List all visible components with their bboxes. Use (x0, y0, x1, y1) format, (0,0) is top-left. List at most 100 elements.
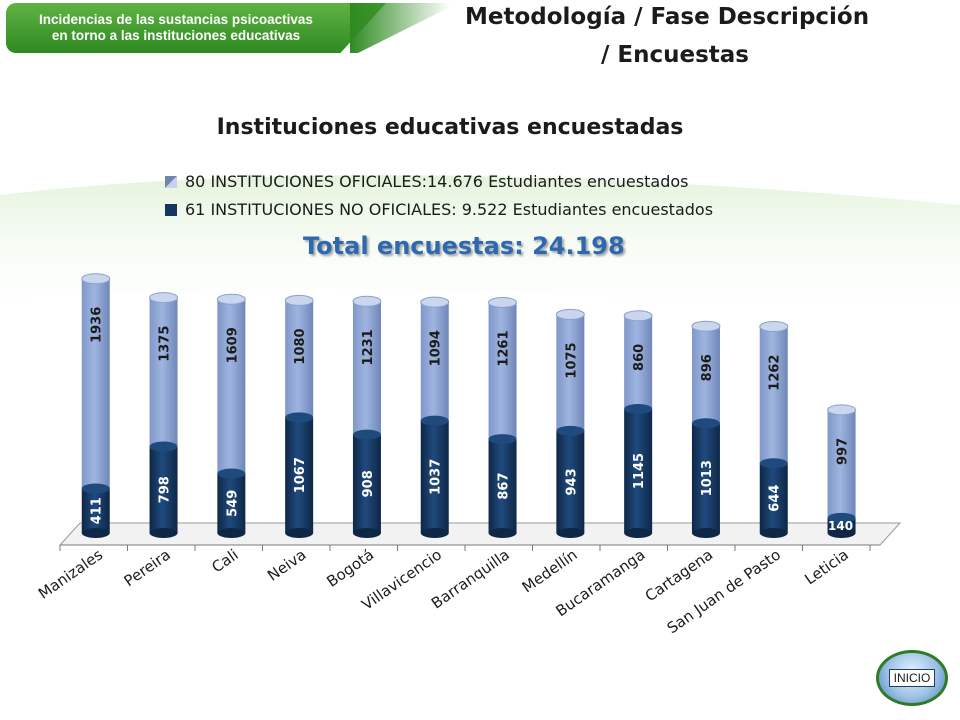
x-tick-label: Leticia (801, 546, 851, 589)
bar-base-cap (352, 528, 381, 538)
bar-no-oficiales (488, 439, 517, 533)
bar-top-cap (759, 321, 789, 333)
bar-top-cap (352, 295, 382, 307)
data-label-oficiales: 1231 (361, 329, 376, 365)
bar-no-oficiales (624, 408, 653, 533)
inicio-label: INICIO (888, 669, 936, 687)
bar-segment-join (81, 483, 110, 494)
bar-oficiales (488, 302, 517, 440)
bar-top-cap (81, 273, 111, 285)
bar-oficiales (352, 301, 381, 435)
bar-base-cap (149, 528, 178, 538)
x-tick-label: Pereira (121, 546, 174, 591)
data-label-oficiales: 997 (836, 438, 851, 465)
bar-segment-join (217, 468, 246, 479)
bar-oficiales (420, 302, 449, 421)
bar-segment-join (488, 434, 517, 445)
data-label-no-oficiales: 867 (497, 472, 512, 499)
bar-base-cap (217, 528, 246, 538)
data-label-no-oficiales: 1013 (700, 460, 715, 496)
bar-top-cap (420, 296, 450, 308)
bar-base-cap (624, 528, 653, 538)
data-label-no-oficiales: 1067 (293, 457, 308, 493)
x-tick-label: Bogotá (323, 546, 377, 591)
bar-base-cap (285, 528, 314, 538)
bar-segment-join (691, 418, 720, 429)
bar-segment-join (352, 429, 381, 440)
bar-segment-join (624, 403, 653, 414)
data-label-no-oficiales: 411 (90, 497, 105, 524)
data-label-oficiales: 896 (700, 354, 715, 381)
bar-oficiales (285, 300, 314, 418)
inicio-button[interactable]: INICIO (876, 650, 948, 706)
legend-label-oficiales: 80 INSTITUCIONES OFICIALES:14.676 Estudi… (185, 172, 689, 191)
badge-line-1: Incidencias de las sustancias psicoactiv… (39, 12, 313, 27)
data-label-oficiales: 1936 (90, 307, 105, 343)
page-title-line-2: / Encuestas (601, 42, 749, 68)
data-label-no-oficiales: 908 (361, 470, 376, 497)
bar-oficiales (759, 326, 788, 464)
total-surveys: Total encuestas: 24.198 (303, 232, 625, 260)
data-label-oficiales: 1262 (768, 355, 783, 391)
bar-no-oficiales (352, 434, 381, 533)
bar-segment-join (759, 458, 788, 469)
data-label-no-oficiales: 943 (564, 468, 579, 495)
bar-top-cap (827, 404, 857, 416)
data-label-oficiales: 1075 (564, 342, 579, 378)
bar-segment-join (420, 415, 449, 426)
legend-label-no-oficiales: 61 INSTITUCIONES NO OFICIALES: 9.522 Est… (185, 200, 714, 219)
bar-oficiales (217, 299, 246, 474)
bar-oficiales (624, 315, 653, 409)
legend-swatch-oficiales (165, 176, 177, 188)
bar-top-cap (284, 294, 314, 306)
topic-badge: Incidencias de las sustancias psicoactiv… (6, 3, 386, 53)
data-label-oficiales: 1375 (158, 326, 173, 362)
bar-top-cap (149, 292, 179, 304)
bar-oficiales (149, 297, 178, 447)
data-label-no-oficiales: 798 (158, 476, 173, 503)
bar-no-oficiales (420, 420, 449, 533)
bar-base-cap (691, 528, 720, 538)
data-label-no-oficiales: 1145 (632, 453, 647, 489)
bar-segment-join (827, 512, 856, 523)
bar-top-cap (488, 296, 518, 308)
bar-no-oficiales (81, 488, 110, 533)
bar-base-cap (759, 528, 788, 538)
data-label-oficiales: 1609 (225, 327, 240, 363)
bar-base-cap (488, 528, 517, 538)
legend-item-oficiales: 80 INSTITUCIONES OFICIALES:14.676 Estudi… (165, 172, 688, 191)
x-tick-label: Cali (208, 546, 241, 577)
x-tick-label: Neiva (264, 546, 309, 585)
bar-oficiales (691, 326, 720, 424)
bar-oficiales (81, 278, 110, 489)
bar-base-cap (420, 528, 449, 538)
bar-oficiales (827, 409, 856, 518)
data-label-no-oficiales: 1037 (429, 459, 444, 495)
page-title-line-1: Metodología / Fase Descripción (465, 4, 870, 30)
bar-no-oficiales (691, 423, 720, 533)
bar-top-cap (623, 310, 653, 322)
bar-segment-join (285, 412, 314, 423)
bar-segment-join (556, 425, 585, 436)
bar-top-cap (216, 293, 246, 305)
bar-top-cap (691, 320, 721, 332)
data-label-oficiales: 860 (632, 344, 647, 371)
data-label-no-oficiales: 140 (828, 519, 853, 533)
bar-no-oficiales (759, 463, 788, 533)
data-label-oficiales: 1080 (293, 328, 308, 364)
x-tick-label: San Juan de Pasto (664, 546, 784, 638)
chart-title: Instituciones educativas encuestadas (216, 115, 684, 140)
data-label-no-oficiales: 644 (768, 485, 783, 512)
bar-segment-join (149, 441, 178, 452)
x-tick-label: Medellín (519, 546, 581, 597)
bar-no-oficiales (285, 417, 314, 533)
legend-item-no-oficiales: 61 INSTITUCIONES NO OFICIALES: 9.522 Est… (165, 200, 713, 219)
bar-no-oficiales (149, 446, 178, 533)
data-label-oficiales: 1094 (429, 330, 444, 366)
bar-top-cap (555, 308, 585, 320)
bar-base-cap (556, 528, 585, 538)
badge-line-2: en torno a las instituciones educativas (51, 28, 301, 43)
bar-base-cap (827, 528, 856, 538)
legend-swatch-no-oficiales (165, 204, 177, 216)
